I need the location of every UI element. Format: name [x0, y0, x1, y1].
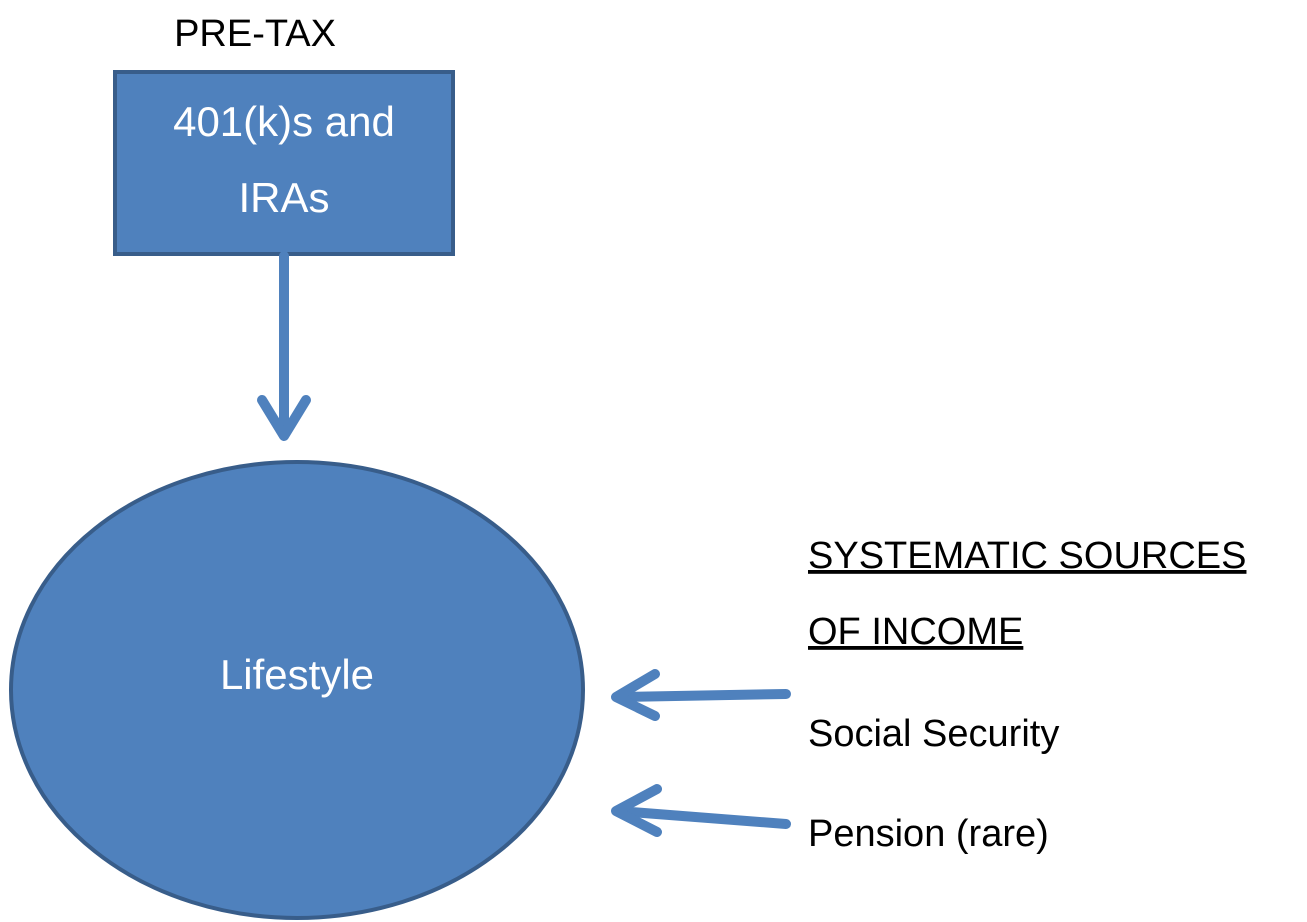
lifestyle-ellipse [9, 460, 585, 920]
box-line: 401(k)s and [173, 98, 395, 145]
account-box [113, 70, 455, 256]
source-item: Pension (rare) [808, 813, 1049, 855]
left-arrow [611, 669, 791, 721]
left-arrow [611, 784, 791, 837]
down-arrow [257, 251, 311, 441]
sources-title: SYSTEMATIC SOURCES [808, 535, 1246, 577]
source-item: Social Security [808, 713, 1059, 755]
header-label: PRE-TAX [174, 13, 336, 55]
ellipse-label: Lifestyle [220, 651, 374, 698]
box-line: IRAs [238, 174, 329, 221]
sources-title: OF INCOME [808, 611, 1023, 653]
